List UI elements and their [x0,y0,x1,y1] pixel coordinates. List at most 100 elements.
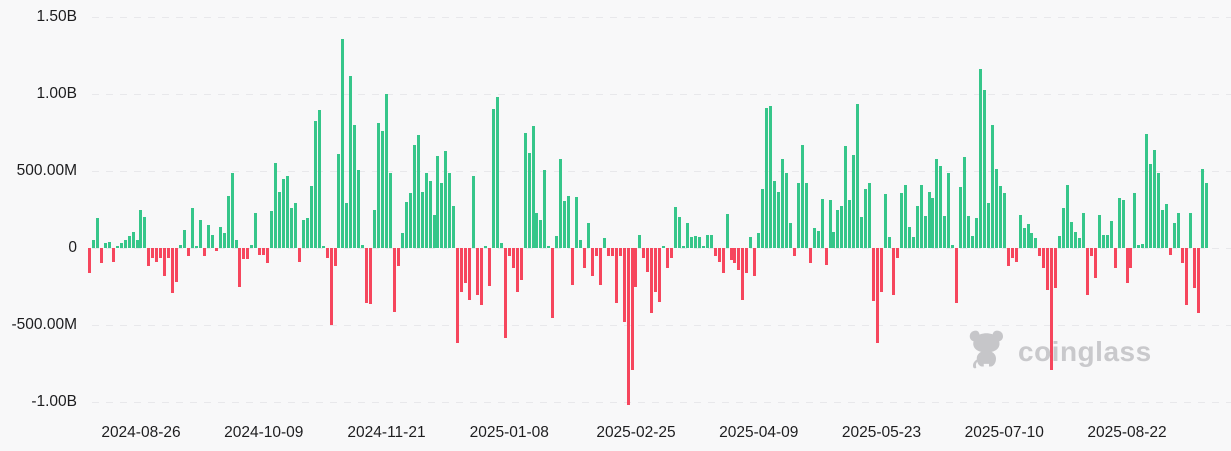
inflow-bar [432,214,436,248]
inflow-bar [1078,237,1081,248]
outflow-bar [876,248,880,344]
inflow-bar [994,169,998,248]
outflow-bar [642,248,646,258]
inflow-bar [527,152,531,248]
inflow-bar [361,244,365,248]
outflow-bar [464,248,468,284]
coinglass-bull-icon [968,328,1010,375]
inflow-bar [907,227,911,248]
inflow-bar [586,223,590,248]
inflow-bar [701,245,705,248]
inflow-bar [923,216,927,248]
inflow-bar [939,166,943,248]
outflow-bar [155,248,159,262]
inflow-bar [428,181,432,248]
inflow-bar [400,233,404,248]
inflow-bar [1002,193,1006,248]
inflow-bar [198,219,202,248]
inflow-bar [935,159,939,248]
y-axis-label: -1.00B [31,393,77,410]
outflow-bar [88,248,91,274]
outflow-bar [1113,248,1117,269]
inflow-bar [975,217,979,248]
inflow-bar [218,227,222,248]
x-axis-label: 2025-04-09 [719,424,799,441]
inflow-bar [1034,237,1038,248]
outflow-bar [646,248,650,272]
outflow-bar [1006,248,1010,267]
inflow-bar [848,200,852,248]
inflow-bar [424,172,428,248]
outflow-bar [167,248,171,258]
inflow-bar [270,211,274,248]
inflow-bar [194,245,198,248]
inflow-bar [990,124,994,248]
outflow-bar [468,248,472,300]
inflow-bar [305,217,309,248]
x-axis-label: 2024-11-21 [347,424,426,441]
outflow-bar [365,248,369,304]
outflow-bar [955,248,959,304]
outflow-bar [670,248,674,258]
inflow-bar [563,201,567,248]
outflow-bar [606,248,610,257]
inflow-bar [860,217,864,248]
inflow-bar [971,236,975,248]
x-axis-label: 2024-08-26 [101,424,181,441]
x-axis-label: 2025-05-23 [841,424,922,441]
inflow-bar [226,196,230,248]
outflow-bar [507,248,511,257]
outflow-bar [187,248,190,257]
outflow-bar [666,248,670,269]
inflow-bar [1161,210,1165,248]
outflow-bar [614,248,618,304]
inflow-bar [317,110,321,248]
inflow-bar [95,217,99,248]
inflow-bar [357,170,361,248]
inflow-bar [388,173,392,248]
inflow-bar [812,227,816,248]
inflow-bar [274,163,278,248]
inflow-bar [979,68,982,248]
inflow-bar [337,154,341,248]
inflow-bar [693,236,697,248]
outflow-bar [171,248,175,294]
inflow-bar [883,194,887,248]
outflow-bar [654,248,658,292]
inflow-bar [115,246,119,248]
inflow-bar [1121,200,1125,248]
inflow-bar [856,104,860,248]
inflow-bar [705,234,709,248]
outflow-bar [1050,248,1054,370]
inflow-bar [800,144,804,248]
outflow-bar [519,248,523,280]
inflow-bar [820,199,824,248]
inflow-bar [1022,227,1026,248]
inflow-bar [816,231,820,248]
inflow-bar [1165,204,1169,248]
inflow-bar [1105,234,1109,248]
inflow-bar [1058,236,1062,248]
x-axis-label: 2025-01-08 [469,424,549,441]
y-axis-label: -500.00M [11,316,77,333]
inflow-bar [864,188,868,248]
inflow-bar [448,173,452,248]
outflow-bar [163,248,167,277]
inflow-bar [436,155,440,248]
inflow-bar [1066,184,1070,248]
outflow-bar [1042,248,1046,269]
outflow-bar [753,248,757,276]
inflow-bar [404,201,408,248]
inflow-bar [761,189,765,248]
inflow-bar [685,222,689,248]
outflow-bar [456,248,460,344]
outflow-bar [721,248,725,274]
inflow-bar [903,184,907,248]
inflow-bar [250,244,254,248]
inflow-bar [523,133,527,248]
outflow-bar [1125,248,1129,284]
outflow-bar [551,248,555,319]
inflow-bar [832,231,836,248]
outflow-bar [297,248,301,262]
